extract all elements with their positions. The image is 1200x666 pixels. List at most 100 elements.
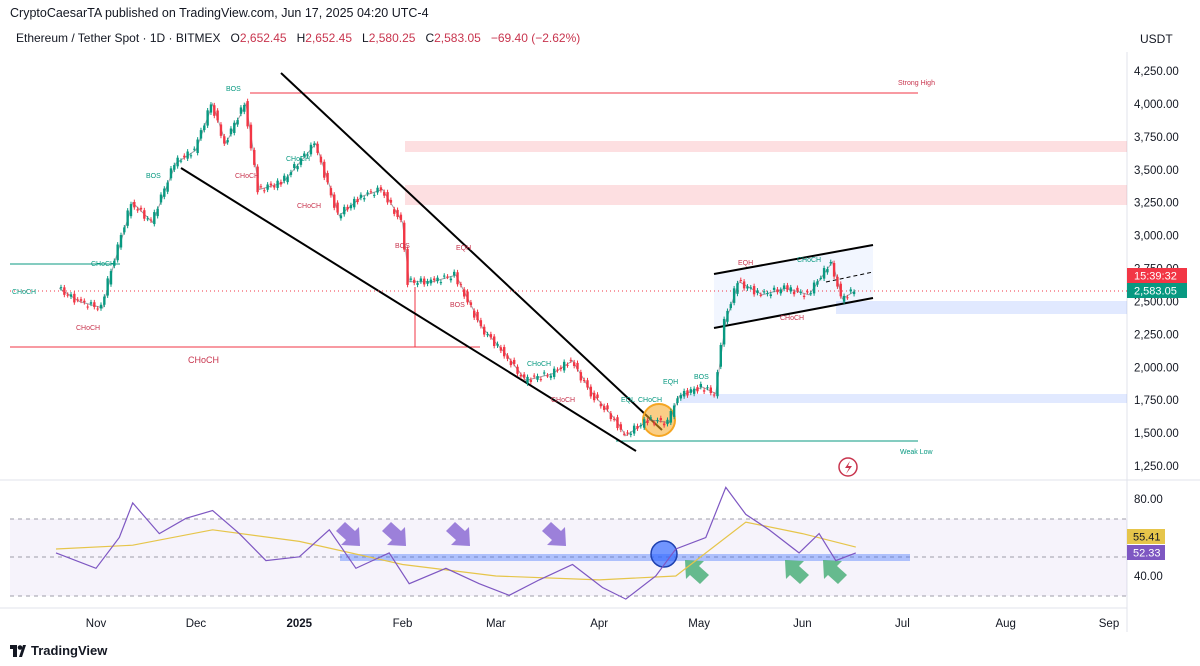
candle-body [383, 191, 386, 196]
rsi-line [55, 486, 857, 600]
green-arrow-3 [823, 560, 847, 584]
price-tick-label: 3,250.00 [1134, 198, 1179, 210]
price-tick-label: 1,750.00 [1134, 395, 1179, 407]
currency-label[interactable]: USDT [1140, 32, 1173, 46]
candle-body [313, 143, 316, 146]
candle-body [732, 288, 736, 303]
tradingview-logo-icon [10, 644, 26, 657]
candle-body [343, 206, 346, 215]
candle-body [443, 275, 446, 277]
wedge-upper-line [280, 72, 663, 431]
candle-body [359, 194, 363, 198]
support-zone-lower [680, 394, 1127, 403]
candle-body [263, 190, 266, 192]
green-arrows [685, 560, 847, 584]
candle-body [852, 291, 856, 295]
rsi-breakout-circle [650, 540, 678, 568]
candle-body [366, 192, 369, 194]
candle-body [69, 294, 73, 297]
candle-body [516, 366, 519, 374]
candle-body [183, 155, 186, 158]
price-series [59, 98, 857, 438]
candle-body [309, 144, 313, 155]
resistance-zone-lower [405, 185, 1127, 205]
symbol-name[interactable]: Ethereum / Tether Spot · 1D · BITMEX [16, 31, 221, 45]
high-value: 2,652.45 [305, 31, 353, 45]
candle-body [123, 227, 126, 233]
candle-body [433, 278, 436, 281]
purple-arrow-2 [382, 522, 406, 546]
candle-body [259, 186, 263, 188]
rsi-badge: 52.33 [1133, 548, 1161, 560]
candle-body [369, 191, 373, 193]
candle-body [476, 311, 479, 321]
green-arrow-2 [785, 560, 809, 584]
candle-body [822, 268, 826, 279]
price-tick-label: 2,000.00 [1134, 362, 1179, 374]
candle-body [219, 124, 223, 136]
structure-label: BOS [146, 173, 161, 180]
purple-arrow-4 [542, 522, 566, 546]
candle-body [93, 302, 96, 308]
candle-body [299, 158, 303, 165]
candle-body [59, 287, 63, 289]
candle-body [163, 188, 166, 197]
structure-label: EQL [621, 397, 635, 404]
structure-label: EQH [456, 245, 471, 252]
rsi-axis[interactable]: 80.00 40.00 [1134, 494, 1163, 583]
countdown-badge: 15:39:32 [1134, 271, 1177, 283]
candle-body [799, 291, 802, 293]
strong-high-label: Strong High [898, 80, 935, 87]
lightning-icon[interactable] [838, 457, 858, 477]
candle-body [189, 155, 193, 157]
structure-label: EQH [738, 260, 753, 267]
structure-label: CHoCH [527, 361, 551, 368]
candle-body [666, 419, 669, 425]
candle-body [486, 334, 489, 336]
close-value: 2,583.05 [434, 31, 481, 45]
candle-body [606, 405, 609, 410]
candle-body [572, 362, 576, 367]
candle-body [509, 360, 513, 366]
candle-body [642, 419, 646, 428]
candle-body [376, 187, 379, 193]
candle-body [86, 306, 89, 308]
candle-body [126, 210, 129, 226]
candle-body [536, 376, 539, 380]
candle-body [599, 403, 603, 407]
time-tick-label: Apr [590, 618, 608, 630]
structure-label: BOS [395, 243, 410, 250]
tradingview-footer[interactable]: TradingView [10, 643, 107, 658]
candle-body [413, 279, 416, 283]
candle-body [832, 263, 836, 277]
candle-body [96, 308, 99, 310]
candle-body [542, 372, 546, 374]
candle-body [719, 344, 722, 367]
candle-body [776, 289, 779, 293]
candle-body [836, 276, 839, 287]
candle-body [236, 120, 239, 125]
candle-body [79, 299, 83, 301]
structure-label: CHoCH [235, 173, 259, 180]
candle-body [709, 387, 712, 393]
candle-body [419, 278, 423, 282]
candle-body [153, 212, 156, 225]
candle-body [702, 390, 706, 392]
price-axis[interactable]: 4,250.00 4,000.00 3,750.00 3,500.00 3,250.00… [1134, 66, 1179, 473]
candle-body [582, 380, 586, 382]
candle-body [762, 291, 766, 293]
time-tick-label: Feb [393, 618, 413, 630]
candle-body [659, 418, 663, 421]
rsi-ma-badge: 55.41 [1133, 532, 1161, 544]
candle-body [186, 151, 189, 159]
candle-body [459, 284, 463, 286]
last-price-badge-bg [1127, 283, 1187, 298]
candle-body [229, 128, 233, 135]
candle-body [576, 362, 579, 370]
candle-body [233, 122, 236, 133]
time-axis[interactable]: Nov Dec 2025 Feb Mar Apr May Jun Jul Aug Sep [86, 618, 1119, 630]
structure-label: BOS [450, 302, 465, 309]
candle-body [143, 210, 146, 219]
candle-body [386, 192, 389, 203]
